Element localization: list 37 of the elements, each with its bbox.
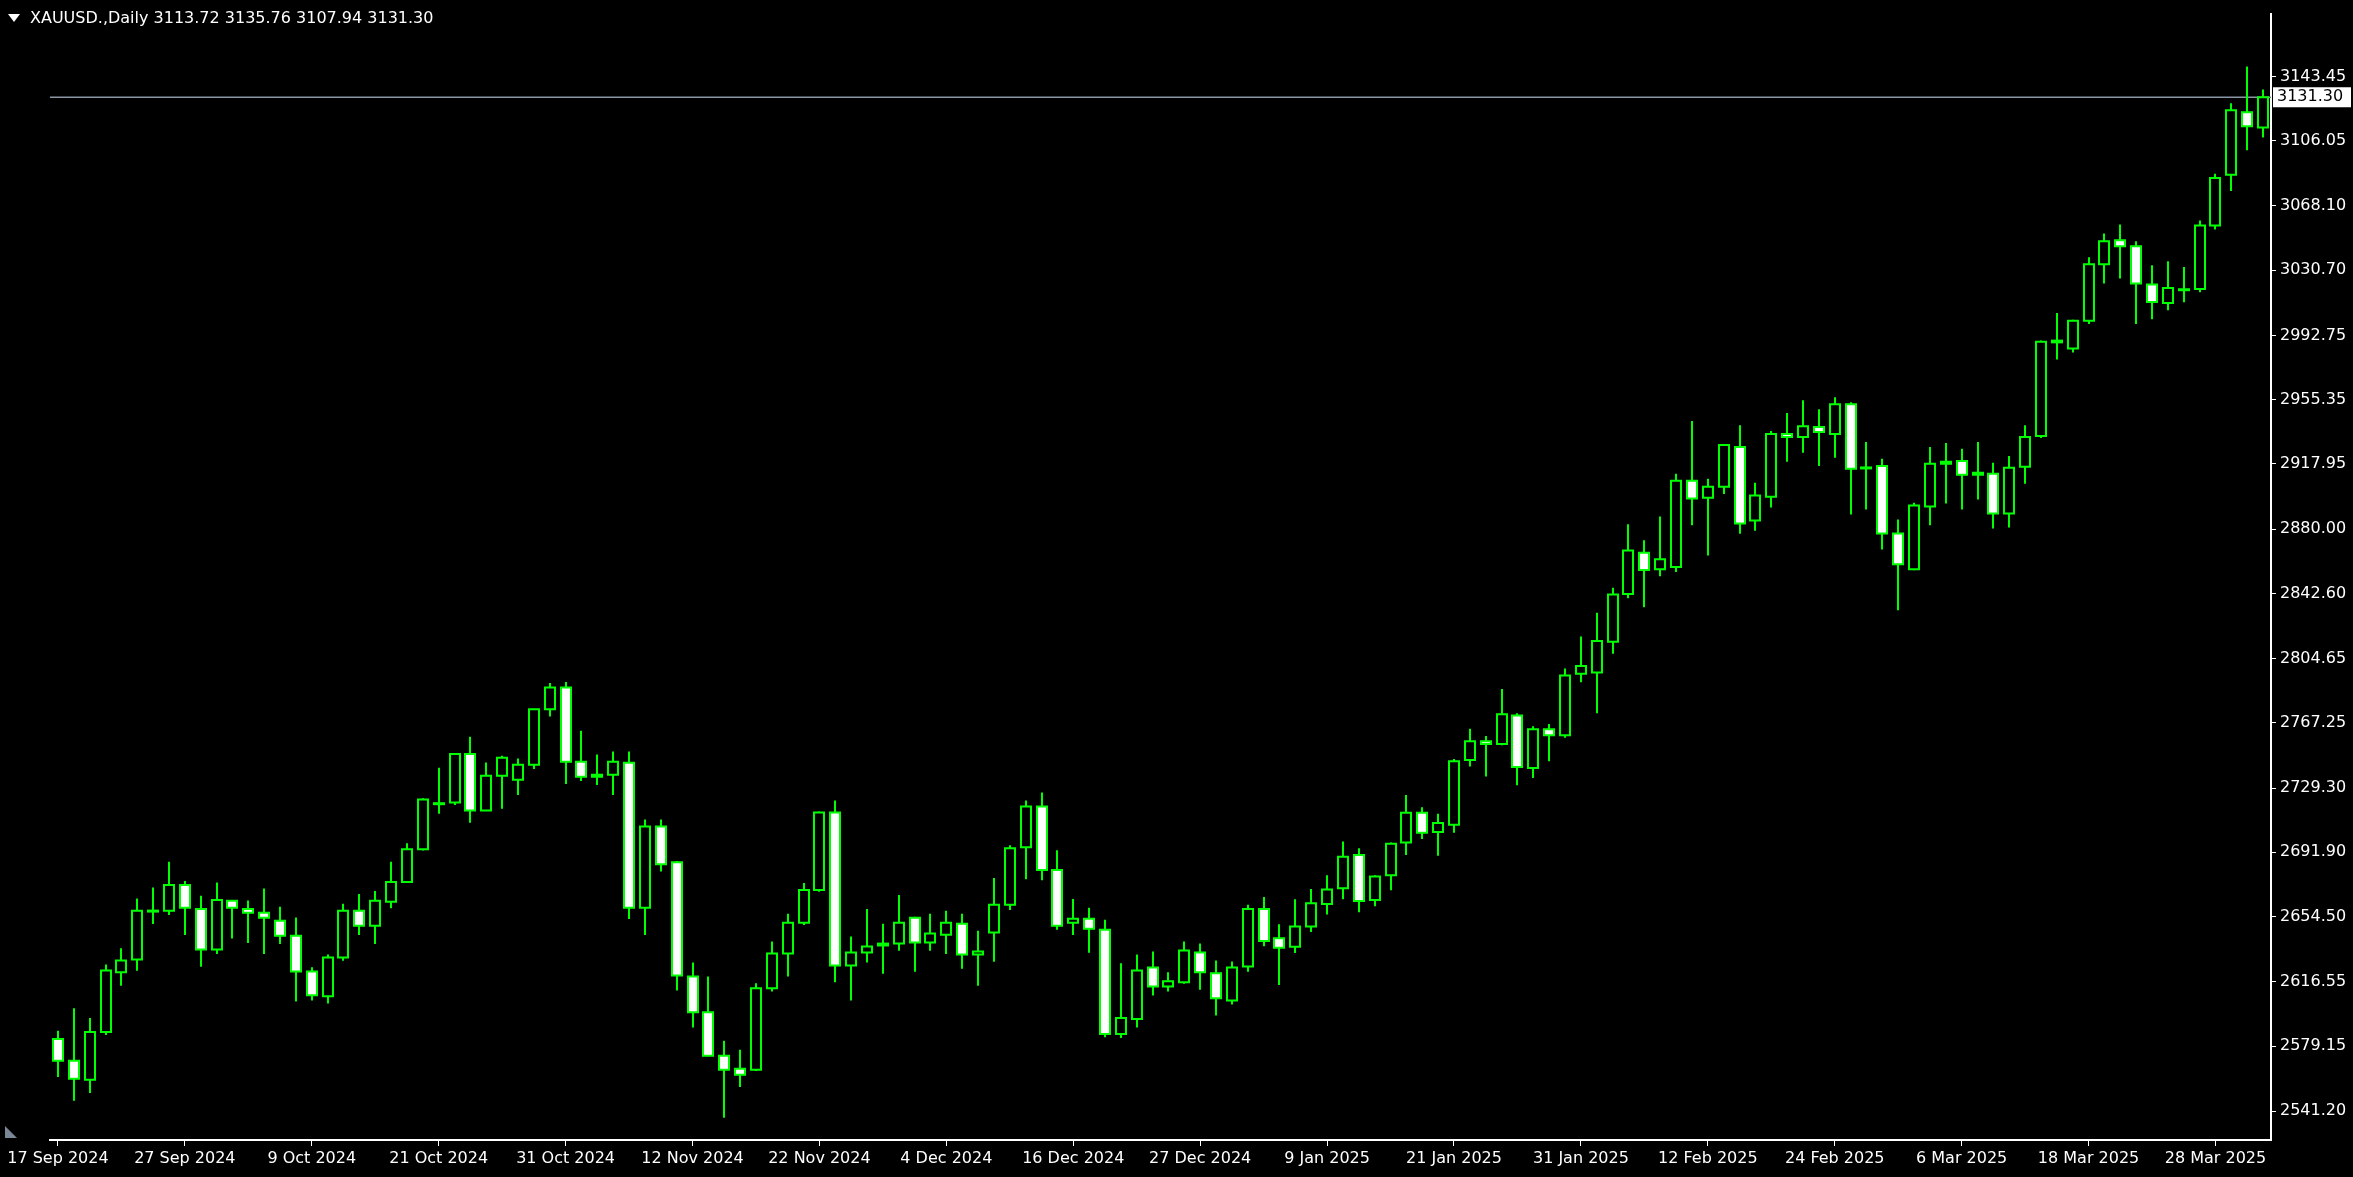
y-tick-label: 2616.55 xyxy=(2280,970,2347,990)
x-tick-label: 21 Jan 2025 xyxy=(1406,1147,1502,1167)
y-tick-label: 2654.50 xyxy=(2280,905,2347,925)
x-tick-label: 31 Oct 2024 xyxy=(516,1147,616,1167)
y-tick-label: 2917.95 xyxy=(2280,453,2347,473)
y-tick-label: 3106.05 xyxy=(2280,129,2347,149)
ref-line-label: 3131.30 xyxy=(2277,86,2344,106)
x-tick-label: 27 Sep 2024 xyxy=(134,1147,236,1167)
x-tick-label: 17 Sep 2024 xyxy=(7,1147,109,1167)
y-tick-label: 3030.70 xyxy=(2280,259,2347,279)
x-tick-label: 9 Oct 2024 xyxy=(267,1147,357,1167)
x-tick-label: 27 Dec 2024 xyxy=(1149,1147,1252,1167)
y-tick-label: 3068.10 xyxy=(2280,195,2347,215)
x-tick-label: 12 Feb 2025 xyxy=(1658,1147,1758,1167)
y-tick-label: 2767.25 xyxy=(2280,712,2347,732)
y-tick-label: 2729.30 xyxy=(2280,777,2347,797)
x-tick-label: 31 Jan 2025 xyxy=(1532,1147,1629,1167)
y-tick-label: 2541.20 xyxy=(2280,1100,2347,1120)
y-tick-label: 2880.00 xyxy=(2280,518,2347,538)
x-tick-label: 22 Nov 2024 xyxy=(768,1147,871,1167)
y-tick-label: 2804.65 xyxy=(2280,647,2347,667)
y-tick-label: 2579.15 xyxy=(2280,1035,2347,1055)
x-tick-label: 4 Dec 2024 xyxy=(900,1147,993,1167)
x-tick-label: 6 Mar 2025 xyxy=(1916,1147,2008,1167)
x-tick-label: 21 Oct 2024 xyxy=(389,1147,489,1167)
x-tick-label: 28 Mar 2025 xyxy=(2164,1147,2267,1167)
x-tick-label: 18 Mar 2025 xyxy=(2037,1147,2140,1167)
y-tick-label: 2691.90 xyxy=(2280,841,2347,861)
x-tick-label: 9 Jan 2025 xyxy=(1284,1147,1370,1167)
x-tick-label: 24 Feb 2025 xyxy=(1784,1147,1885,1167)
y-tick-label: 3143.45 xyxy=(2280,65,2347,85)
y-tick-label: 2955.35 xyxy=(2280,388,2347,408)
y-tick-label: 2992.75 xyxy=(2280,324,2347,344)
x-tick-label: 12 Nov 2024 xyxy=(641,1147,744,1167)
chart-title: XAUUSD.,Daily 3113.72 3135.76 3107.94 3131.30 xyxy=(30,8,434,27)
x-tick-label: 16 Dec 2024 xyxy=(1022,1147,1125,1167)
y-tick-label: 2842.60 xyxy=(2280,582,2347,602)
